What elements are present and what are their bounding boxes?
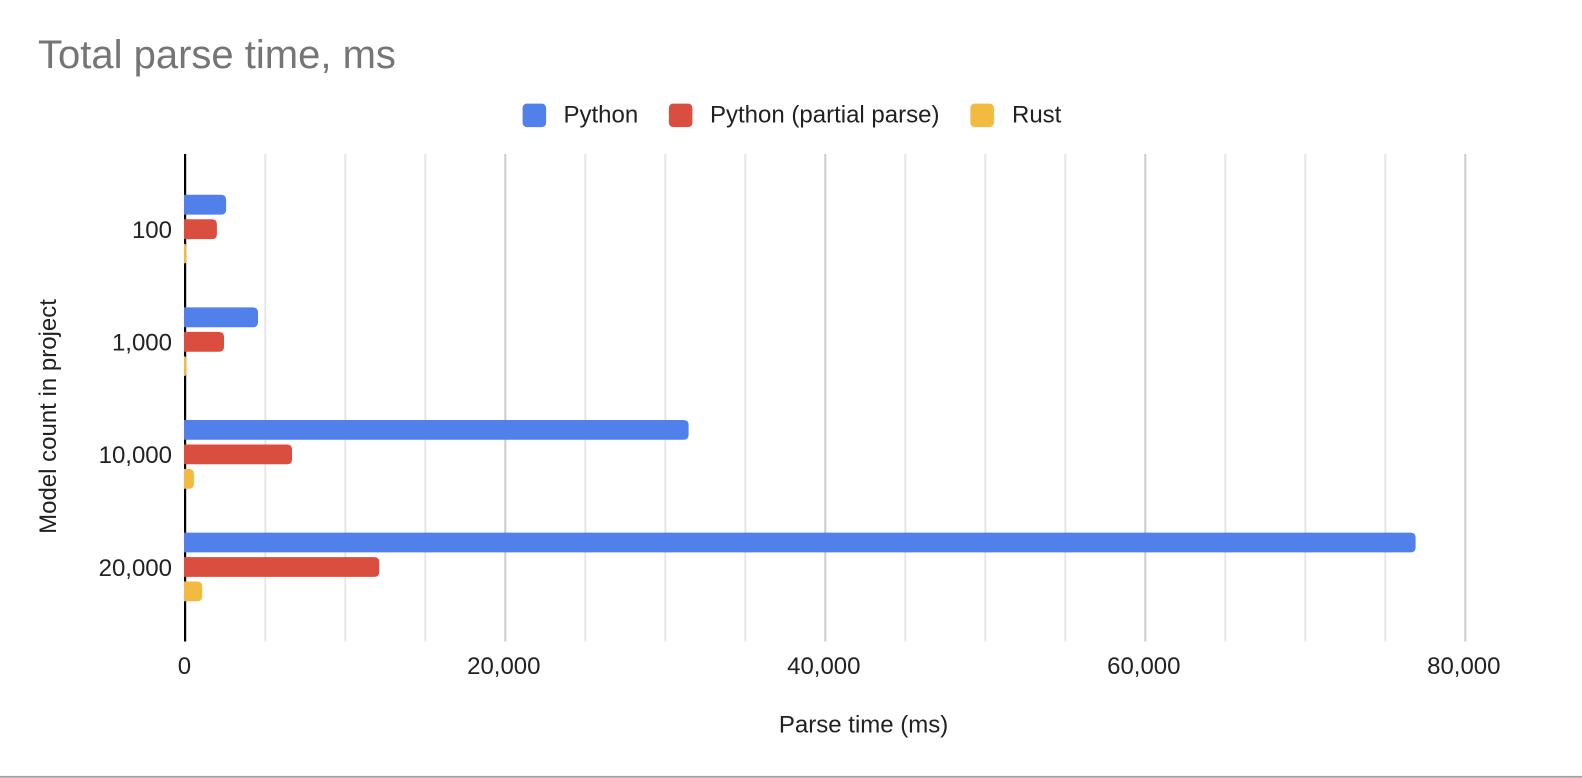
svg-text:Python: Python bbox=[564, 102, 639, 129]
svg-text:0: 0 bbox=[178, 653, 191, 680]
svg-text:Model count in project: Model count in project bbox=[35, 299, 62, 534]
svg-text:Total parse time, ms: Total parse time, ms bbox=[38, 33, 396, 77]
svg-text:100: 100 bbox=[132, 217, 172, 244]
svg-text:40,000: 40,000 bbox=[787, 653, 860, 680]
svg-text:20,000: 20,000 bbox=[99, 555, 172, 582]
svg-text:80,000: 80,000 bbox=[1427, 653, 1500, 680]
svg-text:Rust: Rust bbox=[1012, 102, 1062, 129]
svg-text:20,000: 20,000 bbox=[467, 653, 540, 680]
svg-text:Parse time (ms): Parse time (ms) bbox=[779, 712, 948, 739]
svg-text:Python (partial parse): Python (partial parse) bbox=[710, 102, 939, 129]
svg-text:60,000: 60,000 bbox=[1107, 653, 1180, 680]
svg-text:10,000: 10,000 bbox=[99, 442, 172, 469]
svg-text:1,000: 1,000 bbox=[112, 330, 172, 357]
